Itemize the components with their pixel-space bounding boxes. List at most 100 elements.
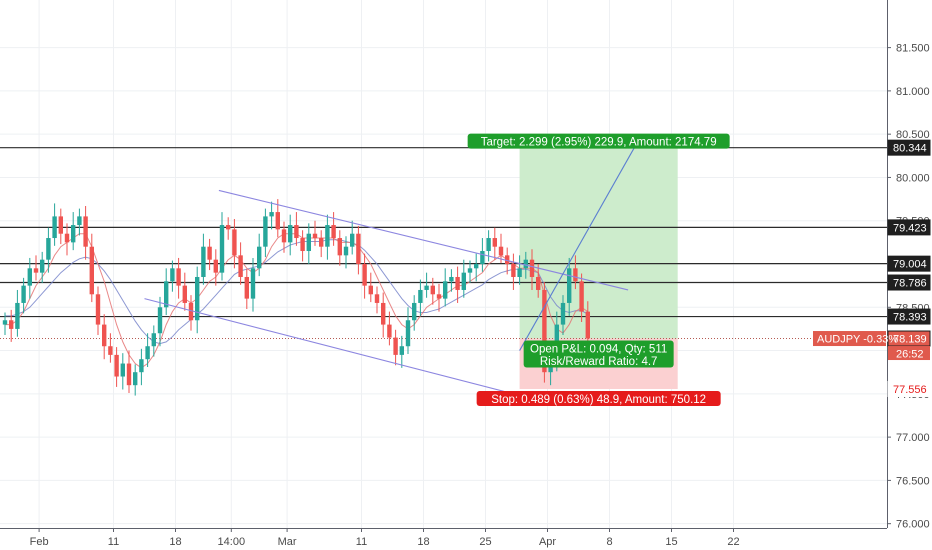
y-tick-label-9: 80.500 — [896, 129, 930, 141]
candle-body-43 — [269, 212, 274, 217]
candle-body-73 — [455, 276, 460, 290]
candle-body-40 — [250, 268, 256, 299]
candle-body-17 — [108, 346, 113, 355]
candles — [2, 199, 590, 396]
candle-body-26 — [164, 281, 169, 308]
candle-body-27 — [170, 268, 175, 282]
candle-body-25 — [157, 307, 163, 334]
candle-body-5 — [33, 268, 39, 273]
candle-body-88 — [548, 363, 553, 373]
y-tick-label-2: 77.000 — [896, 432, 930, 444]
projection-line — [519, 147, 635, 351]
candle-body-77 — [480, 251, 485, 264]
candle-body-7 — [46, 238, 51, 260]
time-axis[interactable]: Feb 11 18 14:00 Mar 11 18 25 Apr 8 15 22 — [0, 528, 932, 550]
candle-body-37 — [232, 229, 237, 256]
candle-body-31 — [195, 276, 200, 321]
candle-body-41 — [257, 246, 262, 269]
candle-body-46 — [288, 225, 293, 243]
x-tick-label-5: 11 — [356, 536, 367, 548]
candle-body-66 — [412, 302, 417, 321]
candle-body-86 — [536, 276, 541, 290]
x-tick-label-11: 22 — [727, 536, 739, 548]
candle-body-67 — [418, 289, 423, 303]
candle-body-34 — [213, 259, 218, 273]
channel-lower-line — [144, 298, 514, 395]
candle-body-23 — [145, 346, 150, 360]
candle-body-84 — [523, 259, 528, 269]
y-tick-label-0: 76.000 — [896, 519, 930, 531]
candle-body-58 — [362, 264, 367, 286]
candle-body-68 — [424, 285, 429, 290]
candle-body-60 — [374, 294, 380, 303]
candle-body-81 — [505, 255, 510, 264]
candle-body-83 — [517, 268, 522, 277]
candle-body-10 — [64, 233, 70, 243]
candle-body-39 — [244, 276, 249, 299]
candle-body-93 — [579, 281, 584, 312]
y-tick-label-1: 76.500 — [896, 475, 930, 487]
price-axis[interactable]: 76.00076.50077.00077.50078.00078.50079.0… — [813, 0, 932, 550]
level-tag-bg-0 — [887, 139, 931, 156]
candle-body-61 — [381, 302, 386, 325]
stop-label: Stop: 0.489 (0.63%) 48.9, Amount: 750.12 — [476, 390, 721, 406]
stop-label-text-0: Stop: 0.489 (0.63%) 48.9, Amount: 750.12 — [491, 394, 706, 406]
candle-body-45 — [281, 229, 287, 243]
candle-body-80 — [498, 246, 504, 256]
candle-body-24 — [151, 333, 156, 347]
x-tick-label-9: 8 — [606, 536, 612, 548]
candle-body-0 — [2, 320, 8, 325]
pnl-label-text-1: Risk/Reward Ratio: 4.7 — [540, 356, 658, 368]
candle-body-12 — [77, 216, 82, 226]
candle-body-33 — [207, 246, 212, 260]
candle-body-64 — [399, 346, 404, 355]
level-tag-bg-2 — [887, 255, 931, 272]
candle-body-59 — [368, 285, 373, 295]
candle-body-11 — [71, 225, 76, 243]
target-label: Target: 2.299 (2.95%) 229.9, Amount: 217… — [467, 133, 730, 149]
candle-body-14 — [89, 246, 94, 295]
candle-body-56 — [350, 233, 355, 247]
candle-body-72 — [449, 276, 454, 282]
candle-body-28 — [176, 268, 181, 286]
position-labels: Target: 2.299 (2.95%) 229.9, Amount: 217… — [467, 133, 730, 406]
level-tag-label-6: 77.556 — [893, 384, 927, 396]
candle-body-91 — [567, 268, 572, 303]
level-tag-label-0: 80.344 — [893, 143, 927, 155]
candle-body-22 — [139, 359, 144, 373]
candle-body-6 — [40, 259, 45, 273]
candle-body-9 — [58, 216, 63, 234]
candle-body-47 — [294, 225, 299, 239]
symbol-tag-label: AUDJPY -0.33% — [817, 334, 898, 346]
target-label-text-0: Target: 2.299 (2.95%) 229.9, Amount: 217… — [481, 137, 717, 149]
candle-body-36 — [226, 225, 231, 230]
candle-body-30 — [188, 302, 194, 321]
candle-body-2 — [15, 302, 20, 329]
candle-body-1 — [9, 320, 14, 329]
pnl-label-text-0: Open P&L: 0.094, Qty: 511 — [530, 344, 667, 356]
x-tick-label-0: Feb — [30, 536, 49, 548]
candle-body-44 — [275, 212, 280, 230]
candle-body-18 — [114, 354, 119, 377]
level-tag-label-3: 78.786 — [893, 278, 927, 290]
candle-body-50 — [312, 233, 318, 239]
y-tick-label-10: 81.000 — [896, 86, 930, 98]
candle-body-87 — [542, 289, 547, 373]
candle-body-13 — [83, 216, 88, 247]
candle-body-62 — [387, 324, 392, 338]
level-tag-bg-3 — [887, 274, 931, 291]
time-axis-bg — [0, 528, 932, 550]
x-tick-label-10: 15 — [665, 536, 677, 548]
drawings — [144, 147, 635, 395]
level-tag-label-1: 79.423 — [893, 222, 927, 234]
candle-body-55 — [343, 246, 349, 256]
candle-body-82 — [511, 264, 516, 277]
candle-body-65 — [405, 320, 411, 347]
candle-body-78 — [486, 238, 491, 252]
x-tick-label-8: Apr — [539, 536, 556, 548]
level-tag-label-5: 78.139 — [893, 334, 927, 346]
candle-body-29 — [182, 285, 187, 303]
